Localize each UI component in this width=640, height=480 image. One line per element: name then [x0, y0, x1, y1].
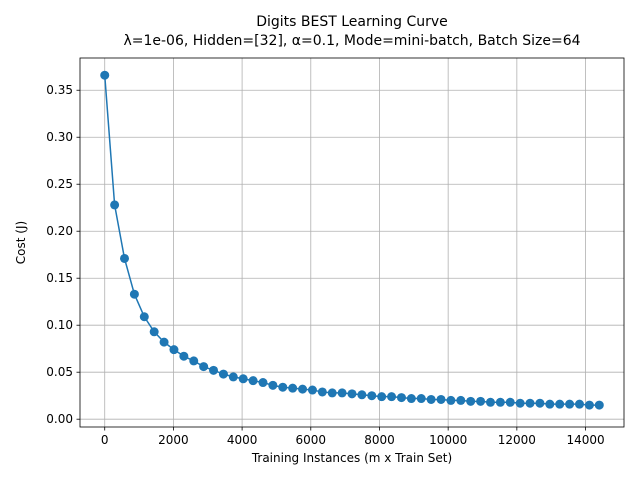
x-axis-label: Training Instances (m x Train Set): [251, 451, 452, 465]
y-tick-label: 0.00: [46, 412, 73, 426]
data-point: [288, 383, 298, 393]
data-point: [347, 389, 357, 399]
data-point: [377, 392, 387, 402]
data-point: [139, 312, 149, 322]
x-tick-label: 14000: [566, 433, 604, 447]
x-tick-label: 4000: [227, 433, 258, 447]
x-axis-ticks: 0 2000 4000 6000 8000 10000 12000 14000: [101, 427, 605, 447]
data-point: [327, 388, 337, 398]
data-point: [505, 397, 515, 407]
data-point: [476, 396, 486, 406]
data-point: [189, 356, 199, 366]
grid: [80, 58, 624, 427]
data-point: [416, 394, 426, 404]
data-point: [258, 378, 268, 388]
chart-title: Digits BEST Learning Curve: [256, 14, 448, 30]
data-point: [278, 382, 288, 392]
series-cost: [100, 70, 604, 410]
x-tick-label: 8000: [364, 433, 395, 447]
data-point: [535, 398, 545, 408]
data-point: [387, 392, 397, 402]
data-point: [228, 372, 238, 382]
data-point: [199, 362, 209, 372]
data-point: [179, 351, 189, 361]
data-point: [317, 387, 327, 397]
data-point: [525, 398, 535, 408]
y-tick-label: 0.25: [46, 177, 73, 191]
data-point: [238, 374, 248, 384]
data-point: [436, 394, 446, 404]
data-point: [218, 369, 228, 379]
y-axis-ticks: 0.00 0.05 0.10 0.15 0.20 0.25 0.30 0.35: [46, 83, 80, 426]
data-point: [555, 399, 565, 409]
data-point: [446, 395, 456, 405]
y-tick-label: 0.10: [46, 318, 73, 332]
x-tick-label: 2000: [158, 433, 189, 447]
plot-frame: [79, 57, 625, 428]
data-point: [120, 253, 130, 263]
data-point: [159, 337, 169, 347]
x-tick-label: 10000: [429, 433, 467, 447]
data-point: [357, 390, 367, 400]
y-tick-label: 0.20: [46, 224, 73, 238]
y-tick-label: 0.35: [46, 83, 73, 97]
data-point: [456, 395, 466, 405]
data-point: [545, 399, 555, 409]
data-point: [574, 399, 584, 409]
data-point: [100, 70, 110, 80]
chart-subtitle: λ=1e-06, Hidden=[32], α=0.1, Mode=mini-b…: [123, 33, 580, 49]
x-tick-label: 6000: [296, 433, 327, 447]
data-point: [426, 394, 436, 404]
data-point: [129, 289, 139, 299]
data-point: [565, 399, 575, 409]
data-point: [466, 396, 476, 406]
data-point: [594, 400, 604, 410]
data-point: [209, 365, 219, 375]
x-tick-label: 0: [101, 433, 109, 447]
data-point: [248, 376, 258, 386]
data-point: [337, 388, 347, 398]
x-tick-label: 12000: [498, 433, 536, 447]
data-point: [268, 380, 278, 390]
data-point: [307, 385, 317, 395]
y-tick-label: 0.15: [46, 271, 73, 285]
y-axis-label: Cost (J): [14, 221, 28, 264]
data-point: [110, 200, 120, 210]
data-point: [584, 400, 594, 410]
y-tick-label: 0.05: [46, 365, 73, 379]
data-point: [515, 398, 525, 408]
data-point: [169, 345, 179, 355]
data-point: [367, 391, 377, 401]
data-point: [149, 327, 159, 337]
y-tick-label: 0.30: [46, 130, 73, 144]
data-point: [485, 397, 495, 407]
data-point: [298, 384, 308, 394]
data-point: [396, 393, 406, 403]
data-point: [495, 397, 505, 407]
data-point: [406, 394, 416, 404]
